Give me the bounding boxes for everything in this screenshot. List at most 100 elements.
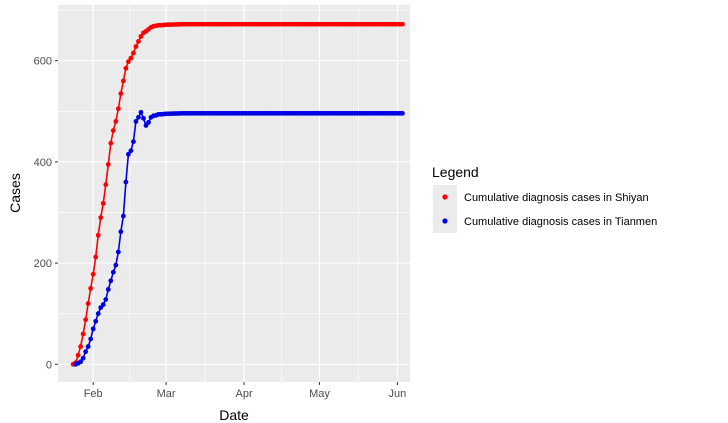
legend-key-tianmen [442, 218, 448, 224]
point-shiyan [284, 21, 290, 27]
x-tick-label-mar: Mar [157, 388, 176, 400]
point-tianmen [105, 286, 111, 292]
series-layer [70, 21, 405, 367]
point-shiyan [115, 106, 121, 112]
point-tianmen [161, 111, 167, 117]
x-tick-label-jun: Jun [389, 388, 407, 400]
point-shiyan [128, 55, 134, 61]
point-shiyan [120, 78, 126, 84]
point-shiyan [131, 50, 136, 56]
point-shiyan [390, 21, 395, 27]
point-tianmen [337, 110, 342, 116]
point-shiyan [161, 22, 167, 28]
point-tianmen [88, 336, 94, 342]
point-tianmen [120, 213, 126, 219]
point-tianmen [125, 151, 131, 157]
point-tianmen [95, 311, 101, 317]
point-tianmen [128, 148, 134, 154]
point-shiyan [354, 21, 360, 27]
y-axis: 0 200 400 600 [34, 56, 58, 371]
point-shiyan [90, 271, 96, 277]
point-tianmen [266, 110, 272, 116]
y-tick-label: 600 [34, 56, 52, 68]
point-shiyan [231, 21, 237, 27]
point-shiyan [110, 128, 116, 133]
point-shiyan [319, 21, 325, 27]
point-shiyan [85, 301, 91, 306]
point-tianmen [372, 110, 378, 116]
point-shiyan [118, 91, 124, 96]
point-shiyan [123, 65, 129, 71]
point-tianmen [90, 326, 96, 332]
point-tianmen [354, 110, 360, 116]
point-shiyan [75, 352, 81, 358]
point-shiyan [88, 285, 94, 291]
point-shiyan [93, 254, 99, 260]
legend: Legend Cumulative diagnosis cases in Shi… [432, 164, 657, 233]
x-tick-label-feb: Feb [84, 388, 103, 400]
point-shiyan [249, 21, 255, 27]
legend-label-shiyan: Cumulative diagnosis cases in Shiyan [464, 192, 649, 204]
point-shiyan [302, 21, 307, 27]
point-shiyan [105, 162, 111, 167]
y-tick-label: 0 [46, 359, 52, 371]
point-shiyan [103, 182, 109, 188]
point-shiyan [136, 39, 141, 44]
grid-major [58, 5, 410, 382]
point-shiyan [108, 140, 114, 146]
point-tianmen [113, 262, 119, 268]
point-tianmen [214, 110, 219, 116]
point-tianmen [131, 139, 136, 145]
point-shiyan [196, 21, 202, 27]
legend-label-tianmen: Cumulative diagnosis cases in Tianmen [464, 216, 657, 228]
point-shiyan [133, 44, 139, 49]
x-axis: Feb Mar Apr May Jun [84, 382, 407, 400]
point-tianmen [110, 269, 116, 275]
point-tianmen [284, 110, 290, 116]
point-tianmen [146, 120, 151, 125]
legend-title: Legend [432, 164, 479, 180]
point-shiyan [98, 215, 104, 220]
point-tianmen [118, 229, 124, 235]
y-axis-title: Cases [7, 173, 23, 213]
point-tianmen [302, 110, 307, 116]
point-tianmen [390, 110, 395, 116]
point-tianmen [85, 344, 91, 349]
point-tianmen [231, 110, 237, 116]
point-tianmen [249, 110, 255, 116]
point-tianmen [108, 278, 114, 284]
point-shiyan [95, 232, 101, 238]
x-tick-label-may: May [309, 388, 330, 400]
point-shiyan [100, 200, 106, 206]
point-shiyan [214, 21, 219, 27]
point-shiyan [178, 21, 184, 27]
point-tianmen [178, 110, 184, 116]
point-shiyan [266, 21, 272, 27]
point-shiyan [83, 317, 89, 323]
point-tianmen [141, 115, 146, 121]
point-shiyan [138, 33, 144, 39]
y-tick-label: 200 [34, 258, 52, 270]
point-tianmen [115, 249, 121, 255]
point-shiyan [125, 59, 131, 65]
point-tianmen [83, 349, 89, 355]
point-tianmen [196, 110, 202, 116]
legend-key-shiyan [442, 194, 448, 200]
point-tianmen [80, 355, 86, 361]
y-tick-label: 400 [34, 157, 52, 169]
point-shiyan [113, 118, 119, 124]
point-shiyan [80, 331, 86, 337]
point-tianmen [319, 110, 325, 116]
point-shiyan [337, 21, 342, 27]
point-tianmen [133, 118, 139, 124]
x-axis-title: Date [219, 407, 249, 423]
point-tianmen [136, 114, 141, 120]
point-shiyan [78, 344, 84, 349]
point-tianmen [78, 359, 84, 365]
point-shiyan [372, 21, 378, 27]
point-tianmen [138, 109, 144, 115]
x-tick-label-apr: Apr [235, 388, 252, 400]
plot-panel [58, 5, 410, 382]
point-tianmen [93, 318, 99, 324]
